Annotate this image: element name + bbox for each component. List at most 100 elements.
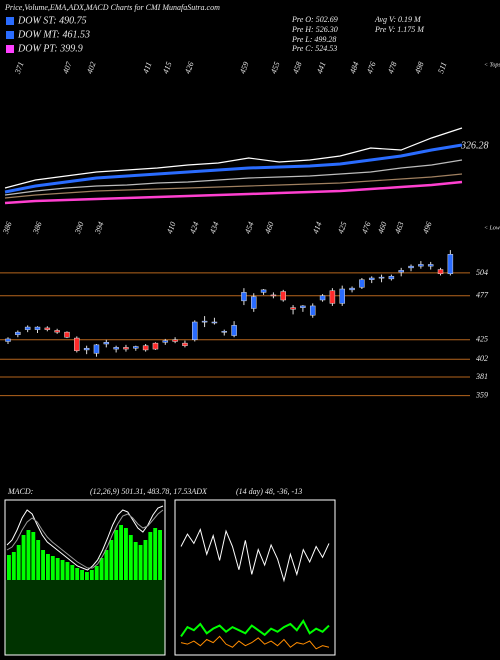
candle-body <box>231 325 237 336</box>
adx-line <box>180 618 330 637</box>
top-label: 371 <box>13 61 26 76</box>
candle-body <box>123 347 129 350</box>
top-label: 441 <box>315 61 328 75</box>
candle-body <box>44 327 51 330</box>
macd-line <box>6 505 164 571</box>
macd-bar <box>124 528 128 580</box>
macd-bar <box>138 545 143 580</box>
macd-bar <box>94 566 99 580</box>
candle-body <box>221 331 228 333</box>
candle-body <box>74 337 80 352</box>
macd-bar <box>104 550 109 580</box>
candle-body <box>64 331 70 338</box>
candle-body <box>15 331 21 335</box>
top-label: 484 <box>348 61 361 75</box>
stat: Pre C: 524.53 <box>291 44 337 53</box>
candle-body <box>172 339 178 342</box>
legend-swatch <box>6 17 14 25</box>
low-label: 434 <box>208 221 221 235</box>
candle-body <box>280 291 286 301</box>
low-label: 460 <box>263 221 276 235</box>
candle-body <box>418 264 424 267</box>
legend-label: DOW ST: 490.75 <box>17 15 87 26</box>
top-label: 476 <box>365 61 378 75</box>
candle-body <box>93 344 100 354</box>
macd-bar <box>143 540 148 580</box>
candle-body <box>339 288 345 304</box>
candle-body <box>211 321 218 324</box>
candle-body <box>24 326 31 330</box>
top-label: 402 <box>85 61 98 75</box>
legend-swatch <box>6 31 14 39</box>
candle-body <box>5 338 11 342</box>
macd-bar <box>75 568 80 580</box>
macd-bar <box>114 530 119 580</box>
candle-body <box>378 276 385 279</box>
macd-bar <box>31 532 36 580</box>
low-label: 463 <box>393 221 406 235</box>
macd-bar <box>50 556 55 580</box>
top-label: 415 <box>161 61 174 75</box>
candle-body <box>251 296 257 309</box>
macd-bar <box>153 528 158 580</box>
candle-body <box>368 277 375 280</box>
candle-body <box>182 342 188 346</box>
candle-body <box>192 321 198 341</box>
candle-body <box>427 264 434 267</box>
price-level-label: 359 <box>475 390 488 399</box>
candle-body <box>309 305 316 316</box>
adx-title: (14 day) 48, -36, -13 <box>236 487 302 496</box>
top-label: 407 <box>61 60 74 75</box>
candle-body <box>162 340 169 343</box>
low-label: 394 <box>93 221 106 236</box>
top-label: 455 <box>269 61 282 75</box>
low-label: 454 <box>243 221 256 235</box>
page-title: Price,Volume,EMA,ADX,MACD Charts for CMI… <box>4 3 220 12</box>
legend-swatch <box>6 45 14 53</box>
legend-label: DOW MT: 461.53 <box>17 29 90 40</box>
macd-bar <box>148 532 153 580</box>
ema-label: 326.28 <box>460 140 489 151</box>
tops-label: < Tops <box>484 62 500 68</box>
macd-bar <box>158 530 162 580</box>
adx-line <box>180 527 330 583</box>
low-label: 386 <box>1 221 14 236</box>
macd-bar <box>41 550 45 580</box>
macd-bar <box>16 545 21 580</box>
candle-body <box>270 294 277 297</box>
price-level-label: 381 <box>475 372 488 381</box>
macd-bar <box>128 535 133 580</box>
stat: Pre L: 499.28 <box>291 35 336 44</box>
macd-bar <box>11 552 16 580</box>
candle-body <box>398 270 404 273</box>
ema-line <box>4 143 463 194</box>
top-label: 426 <box>183 61 196 75</box>
price-level-label: 504 <box>476 268 488 277</box>
candle-body <box>447 254 454 275</box>
macd-title: MACD: <box>7 487 34 496</box>
top-label: 498 <box>413 61 426 75</box>
candle-body <box>54 330 60 333</box>
macd-bar <box>119 525 123 580</box>
ema-line <box>4 180 463 205</box>
candle-body <box>388 276 395 280</box>
low-label: 460 <box>376 221 389 235</box>
stat: Pre H: 526.30 <box>291 25 338 34</box>
candle-body <box>241 292 247 302</box>
macd-bar <box>21 535 26 580</box>
candle-body <box>142 345 149 351</box>
top-label: 411 <box>141 61 153 75</box>
lows-label: < Lows <box>484 225 500 231</box>
macd-lower-area <box>5 580 165 655</box>
macd-bar <box>85 572 89 580</box>
macd-bar <box>55 558 60 580</box>
macd-bar <box>65 562 70 580</box>
macd-params: (12,26,9) 501.31, 483.78, 17.53ADX <box>90 487 208 496</box>
stat: Pre O: 502.69 <box>291 15 338 24</box>
macd-bar <box>26 530 31 580</box>
candle-body <box>437 269 444 275</box>
macd-bar <box>70 565 75 580</box>
macd-bar <box>89 570 94 580</box>
candle-body <box>359 279 365 288</box>
